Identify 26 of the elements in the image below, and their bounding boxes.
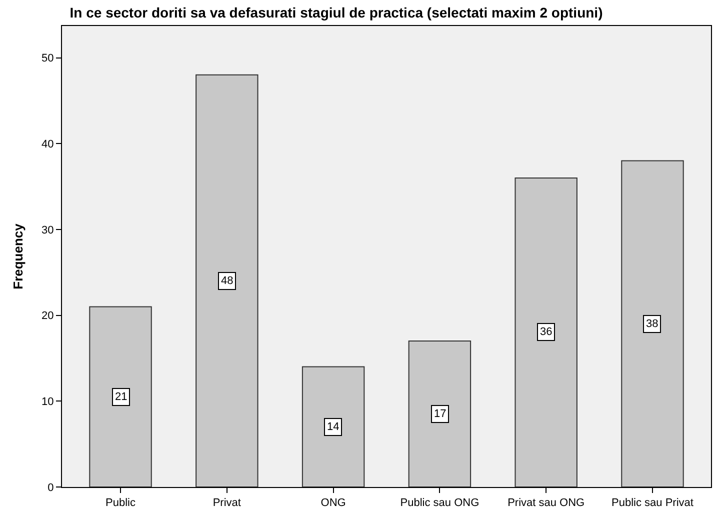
y-tick-label: 20 xyxy=(42,310,54,322)
bar xyxy=(196,74,258,487)
data-label: 14 xyxy=(327,421,340,433)
bar xyxy=(408,340,472,487)
x-tick-label: ONG xyxy=(320,497,346,510)
data-label: 48 xyxy=(221,275,234,287)
bar xyxy=(302,366,365,487)
bar xyxy=(514,177,578,487)
data-label: 21 xyxy=(115,391,128,403)
x-tick-label: Public sau Privat xyxy=(612,497,694,510)
y-tick-label: 30 xyxy=(42,224,54,236)
y-tick-label: 10 xyxy=(42,396,54,408)
bar xyxy=(89,306,152,487)
x-tick-label: Public sau ONG xyxy=(400,497,480,510)
x-tick-label: Privat xyxy=(212,497,241,510)
data-label: 38 xyxy=(646,318,658,330)
x-tick-label: Public xyxy=(106,497,136,510)
chart-title: In ce sector doriti sa va defasurati stagiul de practica (selectati maxim 2 optiuni) xyxy=(70,4,603,21)
y-tick-label: 0 xyxy=(48,482,54,494)
y-tick-label: 50 xyxy=(42,52,54,65)
data-label: 17 xyxy=(434,408,446,420)
bar xyxy=(621,160,684,487)
y-tick-label: 40 xyxy=(42,138,54,150)
y-axis-title: Frequency xyxy=(10,222,26,290)
x-tick-label: Privat sau ONG xyxy=(508,497,585,510)
data-label: 36 xyxy=(540,326,552,338)
